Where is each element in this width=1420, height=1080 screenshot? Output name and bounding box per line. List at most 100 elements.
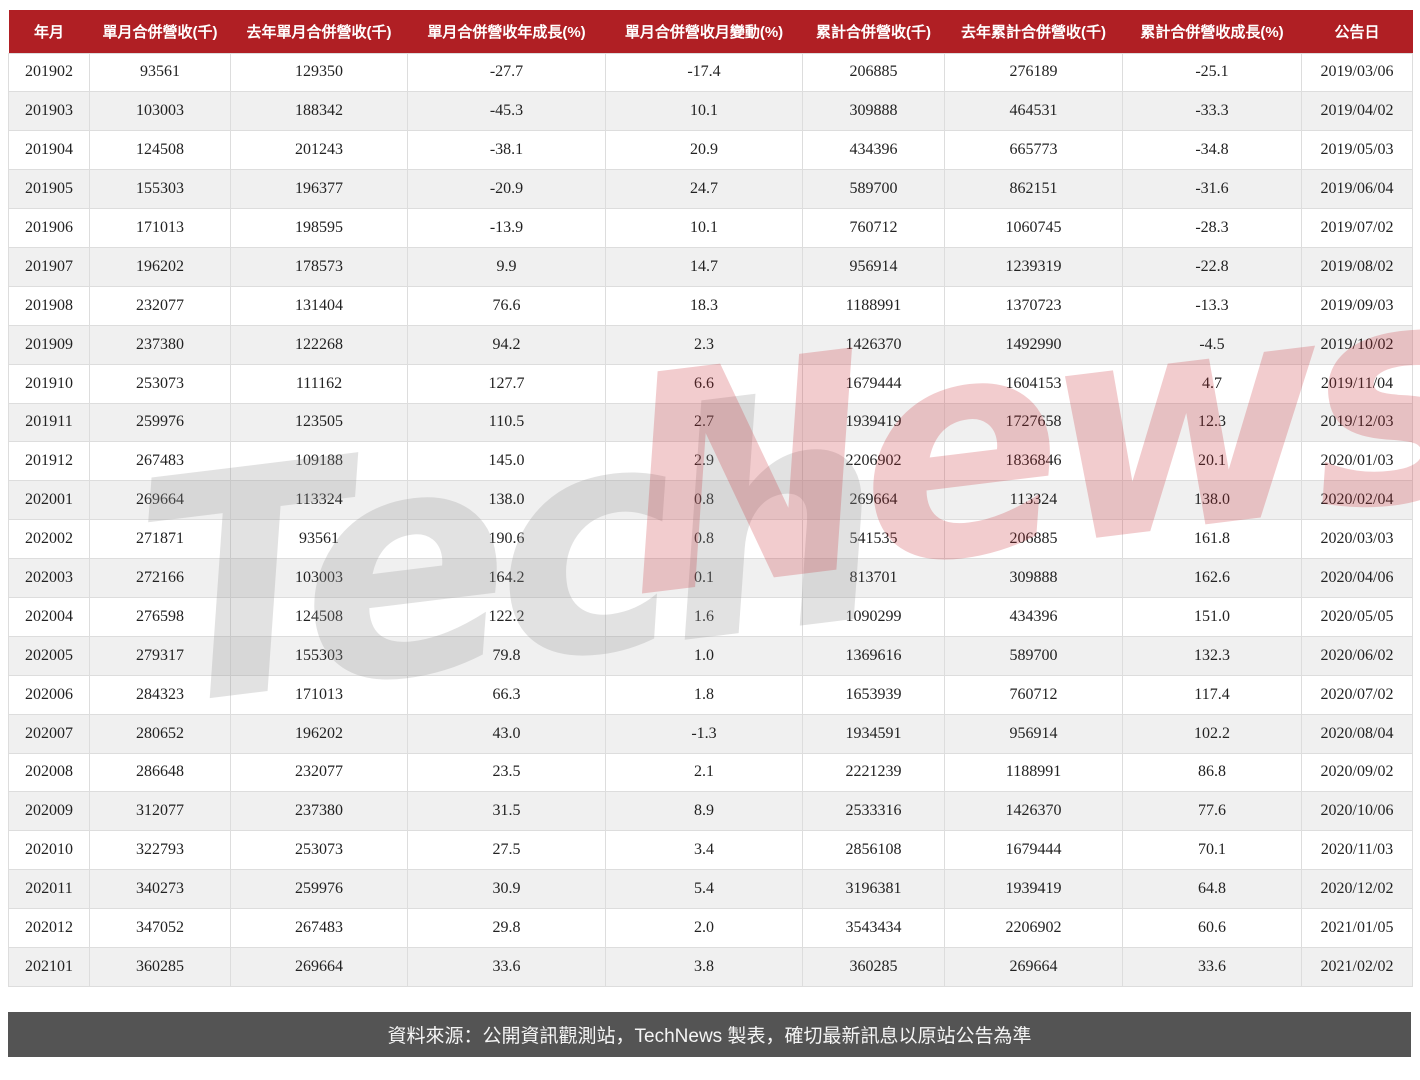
table-row: 202005 279317 155303 79.8 1.0 1369616 589700 13… (8, 635, 1413, 676)
table-cell-col8: 2019/03/06 (1301, 52, 1413, 93)
table-cell-col5: 1939419 (802, 402, 945, 443)
column-header-5: 累計合併營收(千) (802, 10, 945, 53)
table-cell-col6: 589700 (944, 635, 1123, 676)
table-cell-col7: 77.6 (1122, 791, 1302, 832)
table-cell-col2: 111162 (230, 363, 408, 404)
table-cell-col1: 284323 (89, 674, 231, 715)
table-cell-col4: 3.4 (605, 830, 803, 871)
table-cell-col1: 340273 (89, 869, 231, 910)
table-row: 201912 267483 109188 145.0 2.9 2206902 1836846… (8, 441, 1413, 482)
table-row: 201902 93561 129350 -27.7 -17.4 206885 276189-… (8, 52, 1413, 93)
table-cell-col6: 1188991 (944, 752, 1123, 793)
table-cell-col8: 2019/04/02 (1301, 91, 1413, 132)
table-cell-col5: 206885 (802, 52, 945, 93)
table-row: 202002 271871 93561 190.6 0.8 541535 206885 161… (8, 519, 1413, 560)
table-cell-col3: 138.0 (407, 480, 606, 521)
table-cell-col1: 232077 (89, 285, 231, 326)
table-cell-col8: 2020/11/03 (1301, 830, 1413, 871)
table-cell-col3: 31.5 (407, 791, 606, 832)
source-note-bar: 資料來源：公開資訊觀測站，TechNews 製表，確切最新訊息以原站公告為準 (8, 1012, 1411, 1057)
table-row: 201908 232077 131404 76.6 18.3 1188991 1370723… (8, 285, 1413, 326)
table-cell-col4: -1.3 (605, 713, 803, 754)
table-row: 202012 347052 267483 29.8 2.0 3543434 2206902 6… (8, 908, 1413, 948)
table-cell-col4: 2.9 (605, 441, 803, 482)
table-cell-col3: 33.6 (407, 946, 606, 987)
table-cell-col4: 18.3 (605, 285, 803, 326)
table-cell-col8: 2020/04/06 (1301, 558, 1413, 598)
table-cell-col1: 279317 (89, 635, 231, 676)
column-header-3: 單月合併營收年成長(%) (407, 10, 606, 53)
table-cell-col6: 1679444 (944, 830, 1123, 871)
table-cell-col6: 1604153 (944, 363, 1123, 404)
table-cell-col2: 131404 (230, 285, 408, 326)
table-cell-col8: 2019/09/03 (1301, 285, 1413, 326)
table-cell-col7: 4.7 (1122, 363, 1302, 404)
table-cell-col5: 1090299 (802, 596, 945, 637)
table-cell-col5: 1679444 (802, 363, 945, 404)
table-cell-col8: 2019/10/02 (1301, 324, 1413, 365)
table-cell-col6: 1939419 (944, 869, 1123, 910)
table-cell-col0: 202010 (8, 830, 90, 871)
table-cell-col5: 589700 (802, 169, 945, 210)
table-cell-col4: 20.9 (605, 130, 803, 171)
table-cell-col8: 2019/07/02 (1301, 208, 1413, 248)
table-cell-col0: 202008 (8, 752, 90, 793)
table-cell-col6: 1727658 (944, 402, 1123, 443)
table-cell-col2: 201243 (230, 130, 408, 171)
table-cell-col7: 64.8 (1122, 869, 1302, 910)
table-header-row: 年月 單月合併營收(千) 去年單月合併營收(千) 單月合併營收年成長(%) 單月合併營收… (8, 10, 1413, 53)
table-cell-col3: 122.2 (407, 596, 606, 637)
table-cell-col5: 1426370 (802, 324, 945, 365)
table-cell-col4: 2.0 (605, 908, 803, 948)
table-cell-col4: 1.8 (605, 674, 803, 715)
table-row: 202006 284323 171013 66.3 1.8 1653939 760712 11… (8, 674, 1413, 715)
table-cell-col2: 232077 (230, 752, 408, 793)
column-header-0: 年月 (8, 10, 90, 53)
table-cell-col2: 155303 (230, 635, 408, 676)
table-cell-col0: 202101 (8, 946, 90, 987)
table-cell-col2: 253073 (230, 830, 408, 871)
table-cell-col7: -28.3 (1122, 208, 1302, 248)
table-cell-col6: 113324 (944, 480, 1123, 521)
table-cell-col2: 103003 (230, 558, 408, 598)
revenue-table: 年月 單月合併營收(千) 去年單月合併營收(千) 單月合併營收年成長(%) 單月合併營收… (8, 10, 1413, 987)
table-cell-col7: 138.0 (1122, 480, 1302, 521)
table-cell-col6: 1492990 (944, 324, 1123, 365)
table-cell-col6: 1836846 (944, 441, 1123, 482)
table-cell-col5: 813701 (802, 558, 945, 598)
table-cell-col5: 2856108 (802, 830, 945, 871)
column-header-4: 單月合併營收月變動(%) (605, 10, 803, 53)
table-cell-col7: -13.3 (1122, 285, 1302, 326)
table-cell-col7: 70.1 (1122, 830, 1302, 871)
table-cell-col0: 202007 (8, 713, 90, 754)
table-cell-col1: 196202 (89, 246, 231, 287)
table-cell-col4: 24.7 (605, 169, 803, 210)
table-cell-col7: -34.8 (1122, 130, 1302, 171)
table-cell-col8: 2020/07/02 (1301, 674, 1413, 715)
table-cell-col1: 272166 (89, 558, 231, 598)
table-cell-col6: 1239319 (944, 246, 1123, 287)
table-cell-col0: 202005 (8, 635, 90, 676)
table-cell-col4: 2.3 (605, 324, 803, 365)
table-cell-col2: 124508 (230, 596, 408, 637)
table-cell-col7: -31.6 (1122, 169, 1302, 210)
table-cell-col1: 286648 (89, 752, 231, 793)
table-cell-col7: 33.6 (1122, 946, 1302, 987)
table-cell-col3: 29.8 (407, 908, 606, 948)
table-cell-col0: 201908 (8, 285, 90, 326)
table-cell-col0: 202009 (8, 791, 90, 832)
table-cell-col6: 464531 (944, 91, 1123, 132)
table-row: 202011 340273 259976 30.9 5.4 3196381 1939419 6… (8, 869, 1413, 910)
table-cell-col4: 6.6 (605, 363, 803, 404)
table-cell-col5: 1188991 (802, 285, 945, 326)
table-cell-col5: 434396 (802, 130, 945, 171)
table-row: 201905 155303 196377 -20.9 24.7 589700 862151-… (8, 169, 1413, 210)
table-cell-col7: -33.3 (1122, 91, 1302, 132)
table-cell-col3: 27.5 (407, 830, 606, 871)
table-cell-col1: 237380 (89, 324, 231, 365)
table-row: 201909 237380 122268 94.2 2.3 1426370 1492990-… (8, 324, 1413, 365)
table-cell-col2: 123505 (230, 402, 408, 443)
table-cell-col6: 2206902 (944, 908, 1123, 948)
table-row: 201910 253073 111162 127.7 6.6 1679444 1604153… (8, 363, 1413, 404)
